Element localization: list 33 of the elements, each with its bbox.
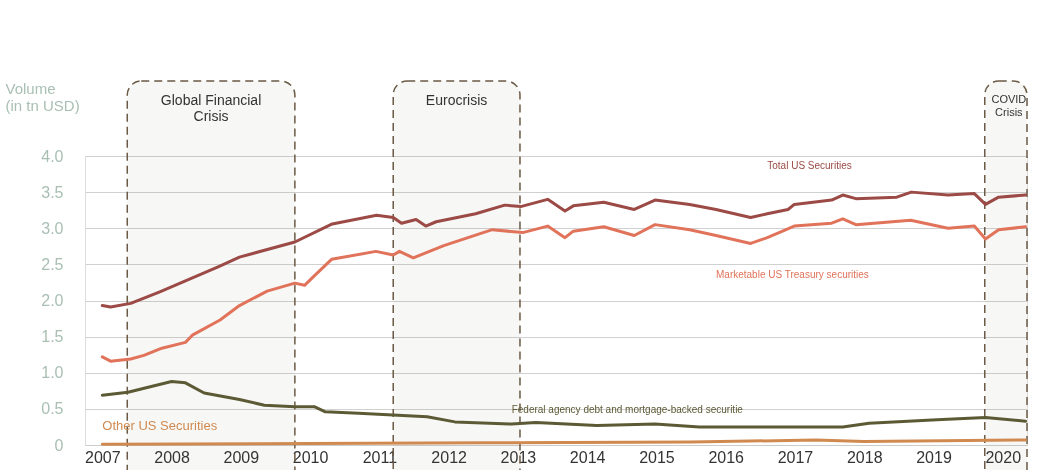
y-tick-label: 1.5 xyxy=(41,328,64,346)
line-series xyxy=(100,190,1028,309)
line-series xyxy=(100,217,1028,363)
x-tick-label: 2013 xyxy=(500,448,537,466)
x-tick-label: 2008 xyxy=(154,448,190,466)
x-tick-label: 2016 xyxy=(708,448,745,466)
text: Total US Securities xyxy=(767,159,852,171)
y-tick-label: 1.0 xyxy=(41,364,64,382)
series-label: Other US Securities xyxy=(102,418,218,434)
x-tick-label: 2007 xyxy=(85,448,121,466)
y-tick-label: 3.5 xyxy=(41,183,64,201)
y-tick-label: 0.5 xyxy=(41,400,64,418)
band-label: Global Financial Crisis xyxy=(160,92,262,124)
y-tick-label: 2.0 xyxy=(41,292,64,309)
band-label: Eurocrisis xyxy=(425,92,488,108)
y-tick-label: 4.0 xyxy=(41,147,64,165)
band-label: COVID Crisis xyxy=(991,93,1027,118)
x-tick-label: 2015 xyxy=(639,448,675,466)
x-tick-label: 2014 xyxy=(569,448,606,466)
y-tick-label: 0 xyxy=(54,436,64,454)
y-tick-label: 2.5 xyxy=(41,255,64,273)
y-axis-title: Volume (in tn USD) xyxy=(5,79,80,114)
series-label: Federal agency debt and mortgage-backed securitie xyxy=(511,404,744,416)
x-tick-label: 2009 xyxy=(223,448,260,466)
x-tick-label: 2010 xyxy=(292,448,329,466)
x-tick-label: 2019 xyxy=(916,448,952,466)
x-tick-label: 2018 xyxy=(846,448,883,466)
x-tick-label: 2020 xyxy=(985,448,1022,466)
x-tick-label: 2017 xyxy=(777,448,814,466)
y-tick-label: 3.0 xyxy=(41,219,64,237)
text: Marketable US Treasury securities xyxy=(716,269,869,281)
line-series xyxy=(100,379,1028,429)
x-tick-label: 2012 xyxy=(431,448,468,466)
